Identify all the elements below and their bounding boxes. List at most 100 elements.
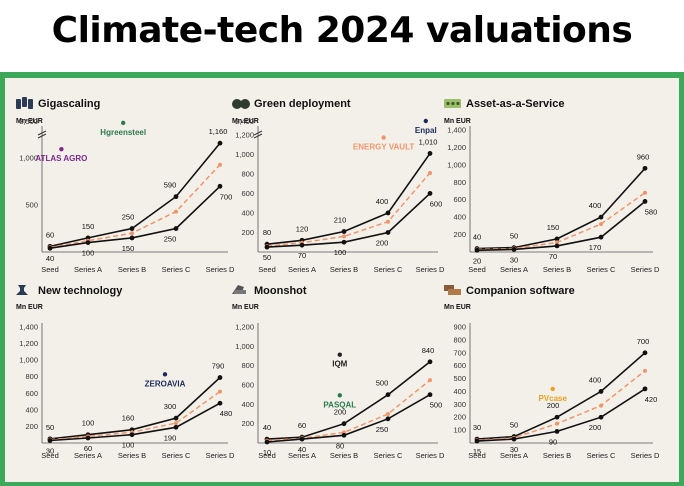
data-label-upper: 120 — [296, 224, 309, 233]
series-line-upper — [266, 152, 431, 245]
data-point-lower — [85, 435, 91, 441]
chart-companion-software: Companion software Mn EUR 100 200 300 400 500 6… — [444, 285, 660, 460]
data-point-lower — [474, 438, 480, 444]
data-point-upper — [341, 229, 347, 234]
page-title: Climate-tech 2024 valuations — [51, 10, 633, 51]
series-line-lower — [266, 192, 431, 248]
data-point-upper — [427, 151, 433, 156]
y-tick-label: 1,200 — [447, 143, 466, 152]
data-label-upper: 30 — [473, 423, 481, 432]
data-point-lower — [47, 245, 53, 251]
x-tick-label: Series B — [118, 451, 146, 460]
y-tick-label: 1,200 — [19, 339, 38, 348]
data-label-lower: 600 — [430, 199, 443, 208]
x-tick-label: Seed — [468, 451, 486, 460]
data-point-upper — [554, 236, 560, 242]
data-label-lower: 30 — [46, 447, 54, 456]
y-tick-label: 1,200 — [235, 130, 254, 139]
data-label-lower: 70 — [298, 251, 306, 260]
data-point-middle — [218, 389, 222, 394]
x-tick-label: Seed — [41, 265, 59, 274]
data-label-upper: 200 — [334, 408, 347, 417]
x-tick-label: Series A — [500, 451, 528, 460]
data-label-upper: 150 — [82, 222, 95, 231]
data-point-middle — [428, 378, 432, 383]
y-tick-label: 400 — [241, 208, 254, 217]
chart-title: Moonshot — [254, 285, 307, 297]
data-label-upper: 400 — [376, 197, 389, 206]
series-line-upper — [49, 376, 221, 440]
data-point-lower — [554, 243, 560, 249]
data-point-upper — [217, 375, 223, 380]
chart-green-deployment: Green deployment Mn EUR 200 400 600 800 1,000 1… — [232, 98, 445, 274]
data-label-lower: 100 — [82, 249, 95, 258]
company-marker — [550, 386, 555, 392]
y-tick-label: 1,000 — [19, 356, 38, 365]
x-tick-label: Seed — [258, 265, 276, 274]
data-label-lower: 80 — [336, 441, 344, 450]
data-point-lower — [299, 436, 305, 442]
x-tick-label: Series B — [118, 265, 146, 274]
series-line-middle — [266, 172, 431, 247]
data-label-upper: 40 — [473, 233, 481, 242]
data-label-upper: 150 — [547, 223, 560, 232]
y-tick-label: 600 — [453, 195, 466, 204]
y-axis-label: Mn EUR — [16, 118, 43, 125]
data-label-upper: 50 — [510, 421, 518, 430]
data-point-upper — [85, 235, 91, 241]
data-point-lower — [385, 416, 391, 422]
data-point-upper — [173, 415, 179, 421]
y-tick-label: 800 — [241, 361, 254, 370]
y-axis-label: Mn EUR — [444, 304, 471, 311]
chart-title: Green deployment — [254, 98, 351, 110]
y-axis-label: Mn EUR — [232, 304, 259, 311]
company-marker — [59, 146, 64, 152]
company-marker — [381, 135, 386, 140]
data-point-lower — [217, 400, 223, 406]
y-tick-label: 200 — [453, 230, 466, 239]
y-tick-label: 900 — [453, 323, 466, 332]
data-label-lower: 200 — [589, 423, 602, 432]
data-label-upper: 60 — [298, 421, 306, 430]
data-point-lower — [642, 386, 648, 392]
x-tick-label: Seed — [258, 451, 276, 460]
chart-gigascaling: Gigascaling Mn EUR 500 1,000 3,500 Seed Series… — [16, 97, 235, 274]
data-point-lower — [598, 414, 604, 420]
energy-vault-logo: ENERGY VAULT — [353, 143, 414, 152]
data-label-lower: 30 — [510, 445, 518, 454]
series-line-middle — [49, 164, 221, 249]
x-tick-label: Series C — [587, 265, 616, 274]
x-tick-label: Seed — [41, 451, 59, 460]
iqm-logo: IQM — [332, 360, 347, 369]
y-tick-label: 1,400 — [447, 126, 466, 135]
data-label-upper: 400 — [589, 201, 602, 210]
atlas-agro-logo: ATLAS AGRO — [35, 154, 87, 163]
data-point-lower — [173, 226, 179, 231]
company-marker — [423, 118, 428, 124]
charts-panel — [5, 78, 679, 482]
data-point-upper — [217, 140, 223, 146]
zeroavia-logo: ZEROAVIA — [145, 379, 186, 388]
data-label-lower: 500 — [430, 401, 443, 410]
rocket-icon — [234, 290, 246, 294]
data-point-middle — [599, 222, 603, 227]
data-label-upper: 50 — [46, 423, 54, 432]
data-point-lower — [47, 438, 53, 443]
y-tick-label: 800 — [241, 169, 254, 178]
solar-panels-icon — [232, 99, 242, 109]
data-label-lower: 15 — [473, 447, 481, 456]
x-tick-label: Series A — [288, 451, 316, 460]
data-label-upper: 60 — [46, 230, 54, 239]
y-tick-label: 600 — [241, 189, 254, 198]
data-label-upper: 200 — [547, 401, 560, 410]
data-label-lower: 480 — [220, 409, 233, 418]
data-label-lower: 420 — [645, 395, 658, 404]
data-label-upper: 500 — [376, 379, 389, 388]
data-point-lower — [173, 424, 179, 430]
data-label-upper: 960 — [637, 152, 650, 161]
y-tick-label: 800 — [453, 335, 466, 344]
data-point-upper — [427, 359, 433, 365]
chart-moonshot: Moonshot Mn EUR 200 400 600 800 1,000 1,200 Seed… — [232, 285, 445, 460]
data-point-lower — [264, 439, 270, 445]
data-point-middle — [218, 162, 222, 167]
